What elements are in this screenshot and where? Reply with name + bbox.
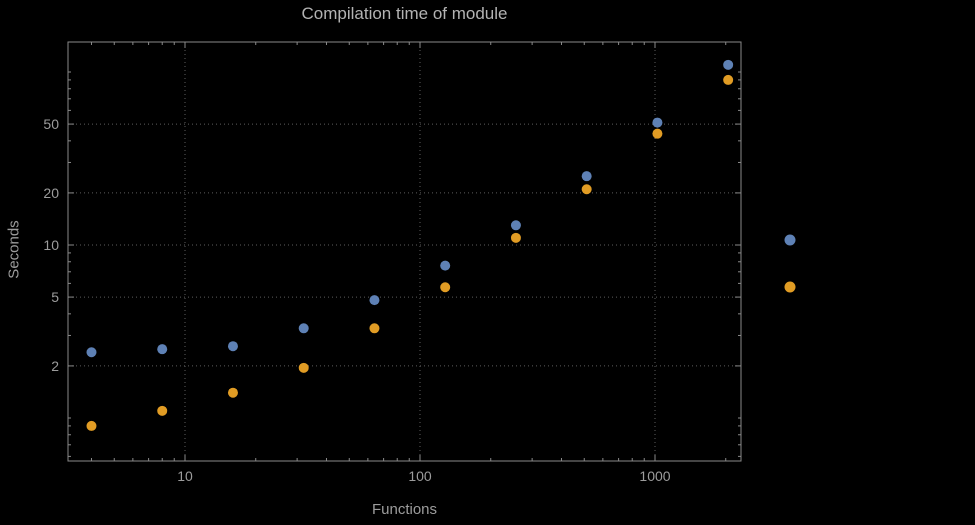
data-point-series-2 [227, 387, 238, 398]
data-point-series-1 [157, 344, 168, 355]
data-point-series-1 [369, 295, 380, 306]
y-tick-label: 50 [43, 116, 59, 132]
data-point-series-2 [86, 420, 97, 431]
data-point-series-2 [723, 74, 734, 85]
data-point-series-1 [298, 323, 309, 334]
y-tick-label: 5 [51, 289, 59, 305]
x-tick-label: 100 [408, 468, 432, 484]
data-point-series-2 [369, 323, 380, 334]
data-point-series-2 [298, 362, 309, 373]
y-tick-label: 2 [51, 358, 59, 374]
data-point-series-1 [723, 59, 734, 70]
x-axis-label: Functions [371, 501, 438, 518]
data-point-series-2 [652, 128, 663, 139]
data-point-series-2 [581, 184, 592, 195]
data-point-series-1 [440, 260, 451, 271]
data-point-series-2 [440, 282, 451, 293]
y-axis-label: Seconds [5, 220, 23, 279]
x-tick-label: 1000 [639, 468, 670, 484]
y-tick-label: 10 [43, 237, 59, 253]
data-point-series-1 [581, 171, 592, 182]
plot-frame [67, 41, 742, 462]
y-tick-label: 20 [43, 185, 59, 201]
chart-title: Compilation time of module [301, 4, 508, 23]
data-point-series-1 [652, 117, 663, 128]
x-tick-label: 10 [177, 468, 193, 484]
data-point-series-1 [510, 220, 521, 231]
data-point-series-2 [157, 405, 168, 416]
data-point-series-1 [86, 347, 97, 358]
legend-marker-series-2 [784, 281, 796, 293]
data-point-series-1 [227, 341, 238, 352]
data-point-series-2 [510, 232, 521, 243]
legend-marker-series-1 [784, 234, 796, 246]
